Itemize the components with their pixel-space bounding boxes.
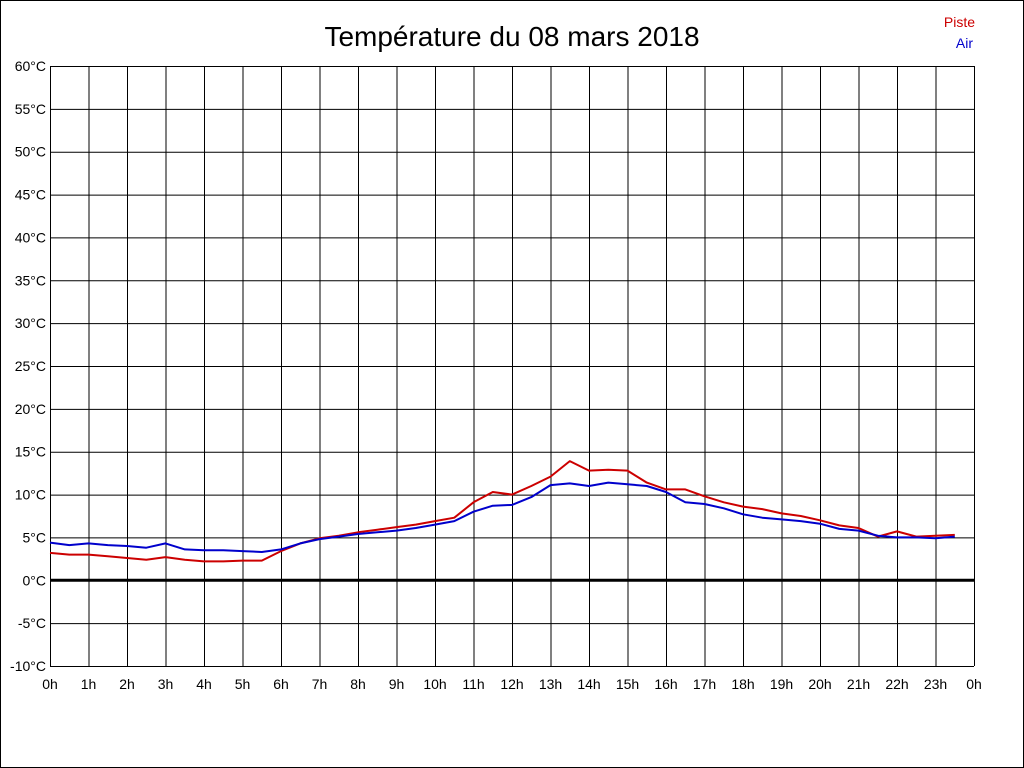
chart-title: Température du 08 mars 2018 (324, 21, 699, 52)
y-tick-label: 55°C (15, 101, 46, 117)
x-tick-label: 11h (462, 676, 484, 692)
x-tick-label: 8h (350, 676, 366, 692)
x-tick-label: 20h (808, 676, 831, 692)
x-tick-label: 2h (119, 676, 135, 692)
x-tick-label: 0h (966, 676, 982, 692)
x-tick-label: 23h (924, 676, 947, 692)
x-tick-label: 1h (81, 676, 97, 692)
tick-labels: 0h 1h 2h 3h 4h 5h 6h 7h 8h 9h 10h 11h 12h 13h 14h 15h 16… (10, 58, 982, 692)
series-line-piste (49, 460, 955, 563)
x-tick-label: 16h (654, 676, 677, 692)
x-tick-label: 7h (312, 676, 328, 692)
y-tick-label: 25°C (15, 358, 46, 374)
x-tick-label: 3h (158, 676, 174, 692)
y-tick-label: -5°C (18, 615, 46, 631)
x-tick-label: 10h (423, 676, 446, 692)
x-tick-label: 14h (577, 676, 600, 692)
x-tick-label: 9h (389, 676, 405, 692)
y-tick-label: 10°C (15, 487, 46, 503)
x-tick-label: 5h (235, 676, 251, 692)
y-tick-label: 15°C (15, 444, 46, 460)
x-tick-label: 15h (616, 676, 639, 692)
y-tick-label: 30°C (15, 315, 46, 331)
y-tick-label: 45°C (15, 187, 46, 203)
legend-air: Air (956, 35, 973, 51)
series-line-air (49, 481, 955, 553)
legend-piste: Piste (944, 14, 975, 30)
x-tick-label: 22h (885, 676, 908, 692)
x-tick-label: 0h (42, 676, 58, 692)
x-tick-label: 21h (847, 676, 870, 692)
series-lines (49, 460, 955, 563)
y-tick-label: 35°C (15, 272, 46, 288)
x-tick-label: 12h (500, 676, 523, 692)
x-tick-label: 6h (273, 676, 289, 692)
x-tick-label: 4h (196, 676, 212, 692)
x-tick-label: 17h (693, 676, 716, 692)
y-tick-label: 20°C (15, 401, 46, 417)
y-tick-label: 5°C (23, 529, 47, 545)
x-tick-label: 18h (731, 676, 754, 692)
y-tick-label: 40°C (15, 229, 46, 245)
y-tick-label: 0°C (23, 572, 47, 588)
y-tick-label: 60°C (15, 58, 46, 74)
y-tick-label: -10°C (10, 658, 46, 674)
y-tick-label: 50°C (15, 144, 46, 160)
x-tick-label: 19h (770, 676, 793, 692)
x-tick-label: 13h (539, 676, 562, 692)
grid (50, 66, 975, 667)
